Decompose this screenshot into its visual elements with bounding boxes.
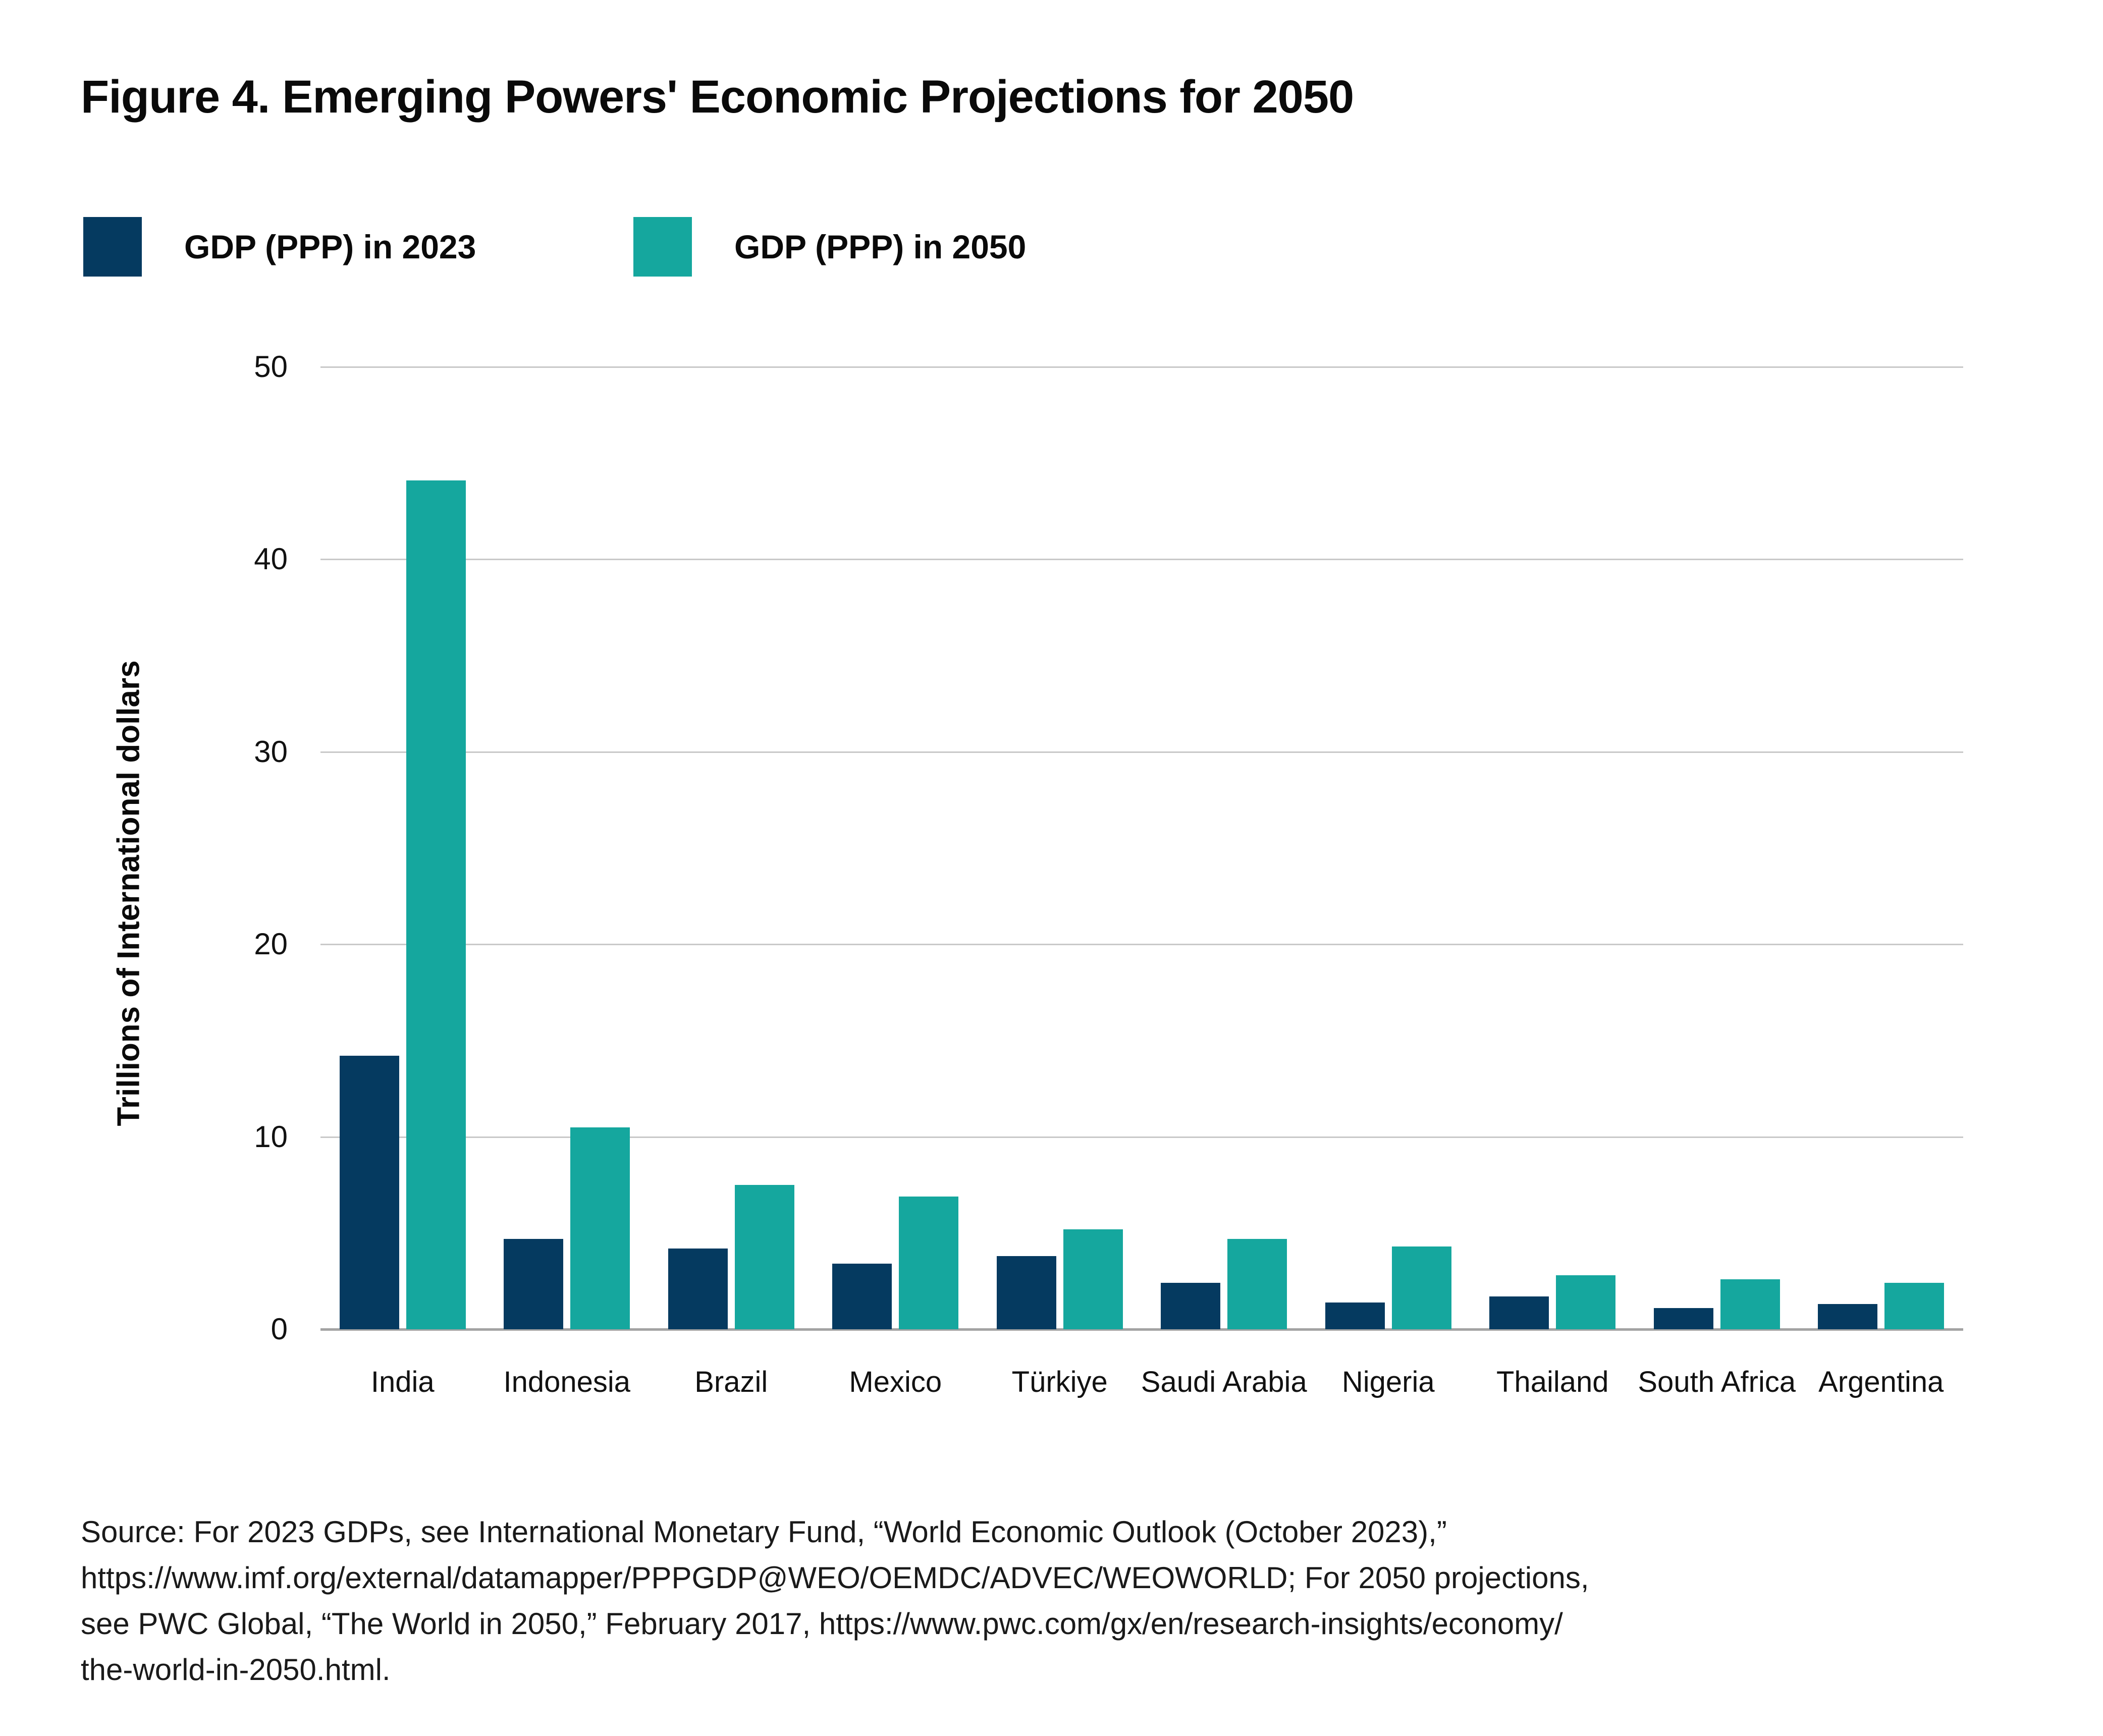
x-tick-label-indonesia: Indonesia xyxy=(503,1366,631,1398)
legend-label-2023: GDP (PPP) in 2023 xyxy=(184,228,476,265)
source-line: Source: For 2023 GDPs, see International… xyxy=(81,1515,1447,1549)
gridline-30 xyxy=(320,751,1963,753)
bar-nigeria-2023 xyxy=(1325,1302,1385,1329)
legend-swatch-2050-icon xyxy=(633,217,692,277)
bar-argentina-2023 xyxy=(1818,1304,1878,1329)
x-tick-label-saudi-arabia: Saudi Arabia xyxy=(1141,1366,1307,1398)
bar-türkiye-2050 xyxy=(1063,1229,1123,1329)
bar-india-2050 xyxy=(406,480,466,1329)
bar-south-africa-2023 xyxy=(1653,1308,1713,1329)
y-axis-title: Trillions of International dollars xyxy=(111,660,146,1126)
x-tick-label-mexico: Mexico xyxy=(849,1366,942,1398)
bar-indonesia-2023 xyxy=(504,1238,564,1329)
bar-thailand-2050 xyxy=(1556,1275,1616,1329)
y-tick-label-10: 10 xyxy=(254,1119,288,1154)
legend-swatch-2023-icon xyxy=(83,217,142,277)
bar-indonesia-2050 xyxy=(570,1127,630,1329)
x-axis-baseline xyxy=(320,1328,1963,1331)
source-line: the-world-in-2050.html. xyxy=(81,1653,391,1687)
gridline-20 xyxy=(320,944,1963,946)
bar-south-africa-2050 xyxy=(1720,1279,1780,1329)
bar-türkiye-2023 xyxy=(996,1256,1056,1329)
bar-india-2023 xyxy=(339,1056,399,1329)
bar-argentina-2050 xyxy=(1884,1283,1945,1329)
x-tick-label-nigeria: Nigeria xyxy=(1341,1366,1435,1398)
y-tick-label-0: 0 xyxy=(271,1312,288,1346)
gridline-50 xyxy=(320,366,1963,368)
source-note: Source: For 2023 GDPs, see International… xyxy=(81,1509,1999,1693)
source-line: see PWC Global, “The World in 2050,” Feb… xyxy=(81,1607,1563,1641)
x-tick-label-south-africa: South Africa xyxy=(1638,1366,1796,1398)
x-tick-label-india: India xyxy=(370,1366,435,1398)
y-tick-label-30: 30 xyxy=(254,734,288,769)
bar-chart-plot-area xyxy=(320,366,1963,1331)
y-tick-label-20: 20 xyxy=(254,927,288,961)
legend-label-2050: GDP (PPP) in 2050 xyxy=(734,228,1027,265)
gridline-10 xyxy=(320,1136,1963,1138)
x-tick-label-argentina: Argentina xyxy=(1818,1366,1944,1398)
bar-brazil-2050 xyxy=(734,1184,794,1329)
bar-mexico-2050 xyxy=(899,1196,959,1329)
bar-thailand-2023 xyxy=(1489,1296,1549,1329)
x-tick-label-türkiye: Türkiye xyxy=(1011,1366,1108,1398)
x-tick-label-thailand: Thailand xyxy=(1496,1366,1609,1398)
bar-saudi-arabia-2050 xyxy=(1227,1238,1287,1329)
y-tick-label-50: 50 xyxy=(254,350,288,384)
figure-title: Figure 4. Emerging Powers' Economic Proj… xyxy=(81,71,1354,123)
source-line: https://www.imf.org/external/datamapper/… xyxy=(81,1561,1589,1595)
gridline-40 xyxy=(320,559,1963,561)
y-tick-label-40: 40 xyxy=(254,542,288,576)
bar-brazil-2023 xyxy=(668,1248,728,1329)
bar-nigeria-2050 xyxy=(1391,1246,1451,1329)
bar-mexico-2023 xyxy=(832,1264,892,1329)
x-tick-label-brazil: Brazil xyxy=(694,1366,768,1398)
bar-saudi-arabia-2023 xyxy=(1161,1283,1221,1329)
